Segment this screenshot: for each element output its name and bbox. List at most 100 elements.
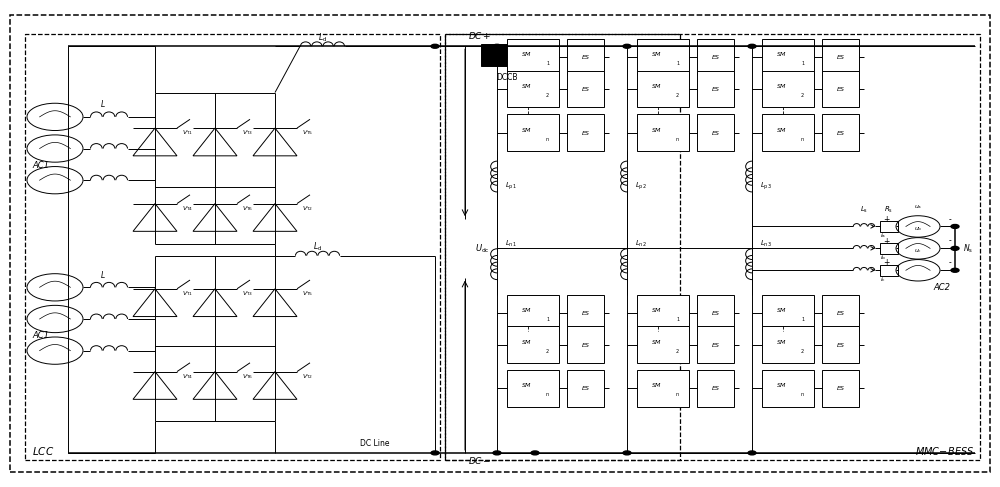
Text: $L_\mathrm{p3}$: $L_\mathrm{p3}$ [760,180,772,192]
Bar [567,71,604,107]
Text: $SM$: $SM$ [521,306,532,314]
Text: $V_{\mathrm{T4}}$: $V_{\mathrm{T4}}$ [182,204,193,212]
Text: -: - [949,259,951,267]
Bar [567,370,604,407]
Bar [762,71,814,107]
Bar [507,295,559,331]
Text: $SM$: $SM$ [776,306,787,314]
Text: $ES$: $ES$ [711,340,720,349]
Text: n: n [546,393,549,397]
Bar [507,71,559,107]
Text: $SM$: $SM$ [776,82,787,90]
Circle shape [951,246,959,250]
Text: $ES$: $ES$ [581,53,590,61]
Circle shape [431,44,439,48]
Text: $i_\mathrm{a}$: $i_\mathrm{a}$ [880,231,886,240]
Text: $ES$: $ES$ [581,384,590,393]
Bar [697,71,734,107]
Text: $ES$: $ES$ [581,85,590,93]
Text: +: + [883,237,889,245]
Text: $SM$: $SM$ [651,82,662,90]
Bar [445,34,680,460]
Text: $V_{\mathrm{T3}}$: $V_{\mathrm{T3}}$ [242,289,253,298]
Bar [567,114,604,151]
Bar [637,295,689,331]
Text: 1: 1 [676,317,679,322]
Bar [567,39,604,75]
Bar [822,370,859,407]
Circle shape [623,44,631,48]
Text: $ES$: $ES$ [836,85,845,93]
Text: $SM$: $SM$ [521,126,532,134]
Text: n: n [801,137,804,142]
Bar [822,71,859,107]
Text: $V_{\mathrm{T6}}$: $V_{\mathrm{T6}}$ [242,204,253,212]
Text: $ES$: $ES$ [581,129,590,137]
Bar [637,326,689,363]
Text: $SM$: $SM$ [651,50,662,58]
Text: $SM$: $SM$ [521,82,532,90]
Text: $V_{\mathrm{T4}}$: $V_{\mathrm{T4}}$ [182,372,193,380]
Bar [880,221,898,232]
Text: $u_\mathrm{c}$: $u_\mathrm{c}$ [914,247,922,255]
Text: +: + [883,259,889,267]
Text: 2: 2 [801,349,804,354]
Text: $u_\mathrm{a}$: $u_\mathrm{a}$ [914,203,922,211]
Circle shape [493,44,501,48]
Text: $N_\mathrm{s}$: $N_\mathrm{s}$ [963,242,973,255]
Text: $L_\mathrm{s}$: $L_\mathrm{s}$ [860,205,868,215]
Circle shape [431,451,439,455]
Bar [762,326,814,363]
Text: 1: 1 [801,317,804,322]
Bar [507,39,559,75]
Text: $U_\mathrm{dc}$: $U_\mathrm{dc}$ [475,242,490,255]
Text: $SM$: $SM$ [651,337,662,346]
Text: $SM$: $SM$ [776,126,787,134]
Text: $ES$: $ES$ [836,340,845,349]
Text: $V_{\mathrm{T5}}$: $V_{\mathrm{T5}}$ [302,289,313,298]
Text: $ES$: $ES$ [711,53,720,61]
Bar [822,39,859,75]
Text: $V_{\mathrm{T2}}$: $V_{\mathrm{T2}}$ [302,372,313,380]
Text: $SM$: $SM$ [521,337,532,346]
Circle shape [951,268,959,272]
Text: $V_{\mathrm{T5}}$: $V_{\mathrm{T5}}$ [302,128,313,137]
Text: $V_{\mathrm{T3}}$: $V_{\mathrm{T3}}$ [242,128,253,137]
Circle shape [748,44,756,48]
Text: 2: 2 [546,93,549,98]
Text: 2: 2 [676,349,679,354]
Text: $L$: $L$ [100,98,106,109]
Bar [822,295,859,331]
Text: $L_\mathrm{d}$: $L_\mathrm{d}$ [318,32,327,44]
Bar [445,34,980,460]
Text: $SM$: $SM$ [776,337,787,346]
Circle shape [748,451,756,455]
Text: -: - [949,215,951,224]
Text: $DC-$: $DC-$ [468,455,492,467]
Text: $ES$: $ES$ [581,340,590,349]
Text: 1: 1 [676,61,679,66]
Bar [637,114,689,151]
Text: 1: 1 [546,61,549,66]
Text: 1: 1 [801,61,804,66]
Text: $\mathit{LCC}$: $\mathit{LCC}$ [32,445,54,457]
Text: $V_{\mathrm{T1}}$: $V_{\mathrm{T1}}$ [182,128,193,137]
Bar [880,243,898,254]
Text: n: n [676,393,679,397]
Bar [567,326,604,363]
Text: $L_\mathrm{n1}$: $L_\mathrm{n1}$ [505,239,517,249]
Bar [822,326,859,363]
Text: $ES$: $ES$ [711,384,720,393]
Bar [697,370,734,407]
Text: $L_\mathrm{n3}$: $L_\mathrm{n3}$ [760,239,772,249]
Text: $ES$: $ES$ [711,85,720,93]
Text: $SM$: $SM$ [651,126,662,134]
Text: $L_\mathrm{p2}$: $L_\mathrm{p2}$ [635,180,647,192]
Text: $V_{\mathrm{T2}}$: $V_{\mathrm{T2}}$ [302,204,313,212]
Bar [762,114,814,151]
Text: AC2: AC2 [933,283,950,292]
Text: $ES$: $ES$ [836,129,845,137]
Text: n: n [801,393,804,397]
Text: 2: 2 [676,93,679,98]
Circle shape [531,44,539,48]
